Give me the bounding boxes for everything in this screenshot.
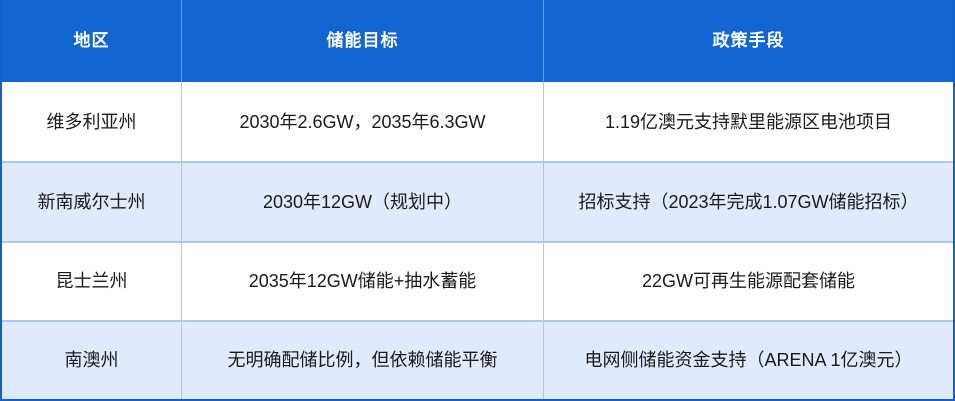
header-cell-region: 地区: [2, 0, 182, 82]
cell-region: 新南威尔士州: [2, 161, 182, 241]
cell-policy-measures: 22GW可再生能源配套储能: [544, 240, 953, 320]
cell-policy-measures: 1.19亿澳元支持默里能源区电池项目: [604, 111, 893, 132]
cell-storage-target: 无明确配储比例，但依赖储能平衡: [182, 319, 544, 399]
cell-region: 南澳州: [2, 319, 182, 399]
header-cell-policy-measures: 政策手段: [544, 0, 953, 82]
cell-storage-target: 2035年12GW储能+抽水蓄能: [182, 240, 544, 320]
cell-storage-target: 2030年12GW（规划中）: [182, 161, 544, 241]
cell-policy-measures: 电网侧储能资金支持（ARENA 1亿澳元）: [544, 319, 953, 399]
header-cell-storage-target: 储能目标: [182, 0, 544, 82]
cell-region: 维多利亚州: [2, 82, 182, 162]
cell-policy-measures: 招标支持（2023年完成1.07GW储能招标）: [544, 161, 953, 241]
cell-region: 昆士兰州: [2, 240, 182, 320]
cell-storage-target: 2030年2.6GW，2035年6.3GW: [182, 82, 544, 162]
